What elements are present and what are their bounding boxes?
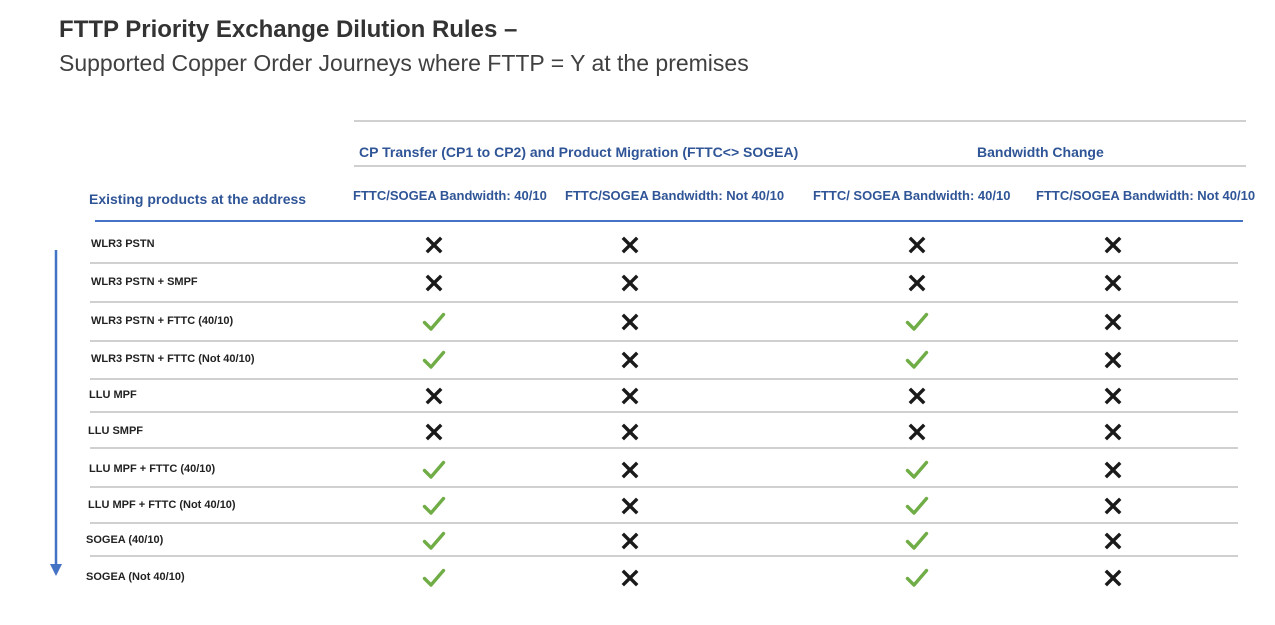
group-header-cp-transfer: CP Transfer (CP1 to CP2) and Product Mig… bbox=[359, 144, 799, 160]
row-divider bbox=[90, 262, 1238, 264]
cross-icon bbox=[1101, 494, 1125, 518]
row-label: LLU MPF + FTTC (40/10) bbox=[89, 463, 216, 475]
column-header-rule bbox=[95, 220, 1243, 222]
cross-icon bbox=[1101, 529, 1125, 553]
cross-icon bbox=[422, 384, 446, 408]
cross-icon bbox=[1101, 420, 1125, 444]
cross-icon bbox=[618, 494, 642, 518]
cross-icon bbox=[905, 384, 929, 408]
cross-icon bbox=[1101, 384, 1125, 408]
row-divider bbox=[90, 378, 1238, 380]
row-label: WLR3 PSTN + SMPF bbox=[91, 276, 198, 288]
check-icon bbox=[905, 310, 929, 334]
row-label: SOGEA (40/10) bbox=[86, 534, 164, 546]
row-divider bbox=[90, 486, 1238, 488]
cross-icon bbox=[1101, 310, 1125, 334]
row-divider bbox=[90, 522, 1238, 524]
cross-icon bbox=[1101, 566, 1125, 590]
column-header-3: FTTC/ SOGEA Bandwidth: 40/10 bbox=[813, 188, 1011, 203]
check-icon bbox=[422, 494, 446, 518]
cross-icon bbox=[422, 271, 446, 295]
cross-icon bbox=[422, 420, 446, 444]
check-icon bbox=[422, 458, 446, 482]
column-header-2: FTTC/SOGEA Bandwidth: Not 40/10 bbox=[565, 188, 785, 203]
cross-icon bbox=[905, 271, 929, 295]
cross-icon bbox=[422, 233, 446, 257]
row-divider bbox=[90, 340, 1238, 342]
column-header-4: FTTC/SOGEA Bandwidth: Not 40/10 bbox=[1036, 188, 1256, 203]
row-header-existing-products: Existing products at the address bbox=[89, 191, 307, 207]
group-header-rule bbox=[354, 165, 1246, 167]
page-title: FTTP Priority Exchange Dilution Rules – bbox=[59, 16, 518, 43]
cross-icon bbox=[618, 529, 642, 553]
row-label: LLU MPF bbox=[89, 389, 137, 401]
check-icon bbox=[422, 529, 446, 553]
cross-icon bbox=[618, 384, 642, 408]
check-icon bbox=[905, 566, 929, 590]
row-divider bbox=[90, 301, 1238, 303]
cross-icon bbox=[618, 566, 642, 590]
check-icon bbox=[422, 310, 446, 334]
group-header-bandwidth-change: Bandwidth Change bbox=[977, 144, 1104, 160]
check-icon bbox=[905, 458, 929, 482]
row-label: LLU SMPF bbox=[88, 425, 143, 437]
row-divider bbox=[90, 447, 1238, 449]
arrow-down-icon bbox=[50, 250, 62, 576]
cross-icon bbox=[1101, 458, 1125, 482]
table-top-rule bbox=[354, 120, 1246, 122]
cross-icon bbox=[618, 348, 642, 372]
cross-icon bbox=[618, 458, 642, 482]
check-icon bbox=[422, 566, 446, 590]
cross-icon bbox=[618, 310, 642, 334]
cross-icon bbox=[1101, 271, 1125, 295]
row-label: WLR3 PSTN + FTTC (Not 40/10) bbox=[91, 353, 255, 365]
check-icon bbox=[905, 494, 929, 518]
cross-icon bbox=[618, 233, 642, 257]
check-icon bbox=[422, 348, 446, 372]
row-label: SOGEA (Not 40/10) bbox=[86, 571, 185, 583]
cross-icon bbox=[618, 271, 642, 295]
row-label: WLR3 PSTN bbox=[91, 238, 155, 250]
page-subtitle: Supported Copper Order Journeys where FT… bbox=[59, 50, 749, 76]
column-header-1: FTTC/SOGEA Bandwidth: 40/10 bbox=[353, 188, 547, 203]
row-divider bbox=[90, 555, 1238, 557]
cross-icon bbox=[1101, 233, 1125, 257]
check-icon bbox=[905, 348, 929, 372]
cross-icon bbox=[905, 420, 929, 444]
row-label: LLU MPF + FTTC (Not 40/10) bbox=[88, 499, 236, 511]
row-label: WLR3 PSTN + FTTC (40/10) bbox=[91, 315, 234, 327]
cross-icon bbox=[618, 420, 642, 444]
cross-icon bbox=[905, 233, 929, 257]
cross-icon bbox=[1101, 348, 1125, 372]
check-icon bbox=[905, 529, 929, 553]
row-divider bbox=[90, 411, 1238, 413]
